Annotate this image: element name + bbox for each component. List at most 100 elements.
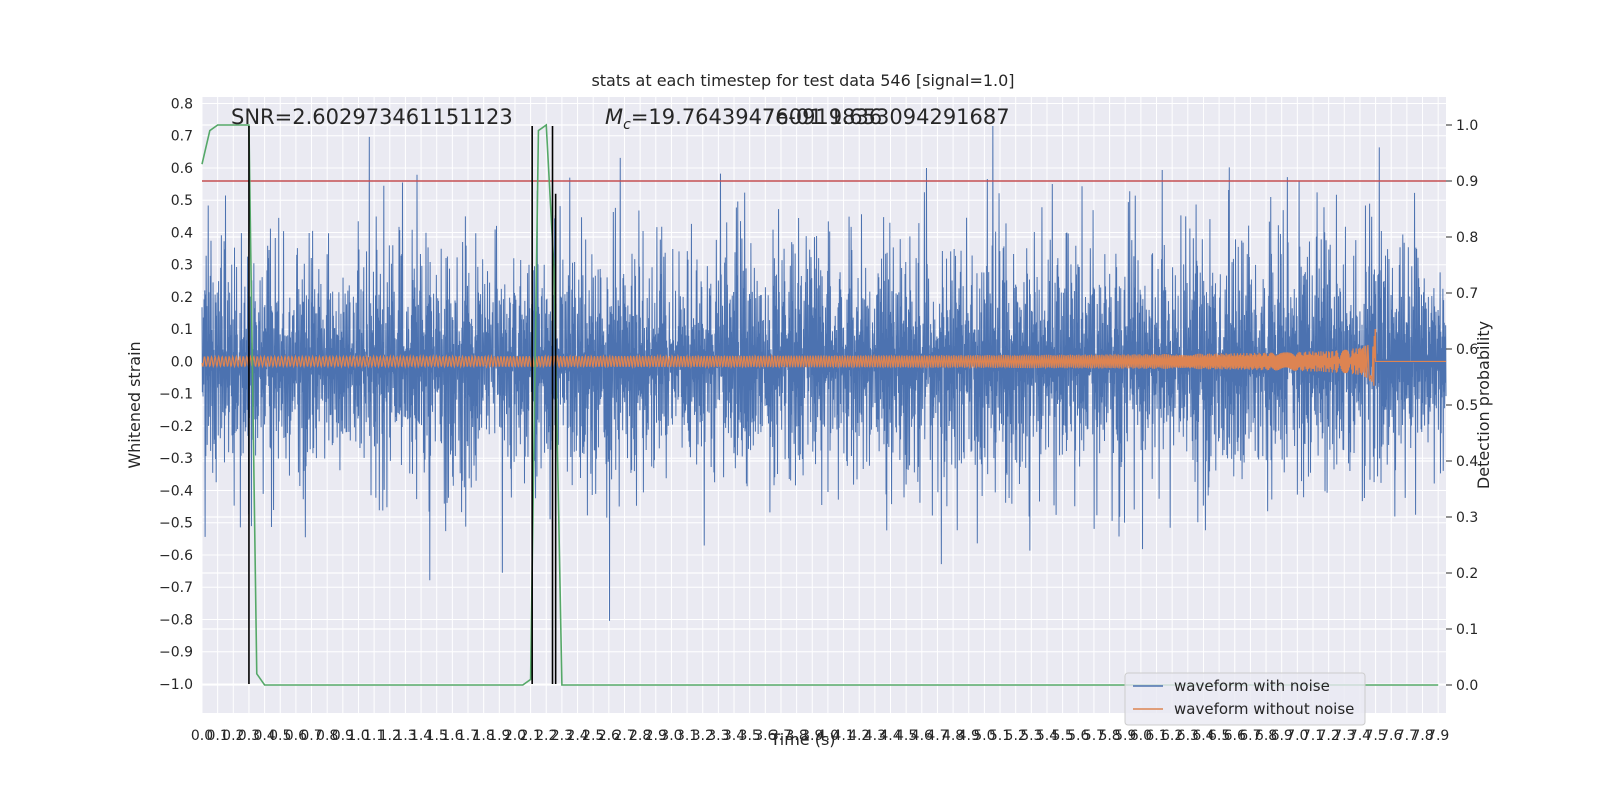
x-tick-label: 3.3 (707, 728, 729, 744)
y-axis-ticks: −1.0 −0.9 −0.8 −0.7 −0.6 −0.5 −0.4 −0.3 −0.2 −0.1… (159, 96, 193, 693)
x-tick-label: 3.9 (801, 728, 823, 744)
y-tick-label: 0.6 (171, 161, 193, 177)
x-tick-label: 7.8 (1411, 728, 1433, 744)
x-tick-label: 3.6 (754, 728, 776, 744)
x-tick-label: 2.7 (613, 728, 635, 744)
annotation-mc-symbol: M (605, 105, 623, 129)
x-tick-label: 4.6 (911, 728, 933, 744)
x-tick-label: 0.8 (316, 728, 338, 744)
x-tick-label: 4.3 (864, 728, 886, 744)
y-tick-label: 0.4 (171, 225, 193, 241)
x-tick-label: 1.7 (457, 728, 479, 744)
y-tick-label: −0.3 (159, 451, 193, 467)
x-tick-label: 0.3 (238, 728, 260, 744)
x-tick-label: 0.7 (300, 728, 322, 744)
x-tick-label: 1.1 (363, 728, 385, 744)
x-tick-label: 3.1 (676, 728, 698, 744)
x-tick-label: 2.6 (598, 728, 620, 744)
x-tick-label: 5.3 (1020, 728, 1042, 744)
y-tick-label: −0.5 (159, 516, 193, 532)
x-tick-label: 4.7 (926, 728, 948, 744)
annotation-chirp-mass: Mc=19.764394760919836 (605, 105, 882, 133)
x-tick-label: 3.5 (739, 728, 761, 744)
x-tick-label: 6.2 (1161, 728, 1183, 744)
x-tick-label: 6.4 (1192, 728, 1214, 744)
x-tick-label: 3.2 (692, 728, 714, 744)
x-tick-label: 1.2 (379, 728, 401, 744)
x-tick-label: 5.2 (1005, 728, 1027, 744)
y-tick-label: −1.0 (159, 677, 193, 693)
y-tick-label: 0.1 (171, 322, 193, 338)
x-tick-label: 1.0 (347, 728, 369, 744)
x-tick-label: 3.4 (723, 728, 745, 744)
x-tick-label: 6.9 (1271, 728, 1293, 744)
y-tick-label: 0.8 (171, 96, 193, 112)
x-axis-ticks: 0.00.10.20.30.40.50.60.70.80.91.01.11.21… (191, 728, 1449, 744)
x-tick-label: 6.1 (1145, 728, 1167, 744)
y2-tick-label: 0.4 (1456, 454, 1478, 470)
x-tick-label: 2.1 (519, 728, 541, 744)
x-tick-label: 6.6 (1224, 728, 1246, 744)
x-tick-label: 5.5 (1051, 728, 1073, 744)
y-tick-label: −0.6 (159, 548, 193, 564)
annotation-overlap: 7e-01 1.653094291687 (762, 105, 1010, 129)
x-tick-label: 1.8 (473, 728, 495, 744)
x-tick-label: 5.4 (1036, 728, 1058, 744)
event-markers (248, 126, 557, 684)
x-tick-label: 4.8 (942, 728, 964, 744)
x-tick-label: 2.8 (629, 728, 651, 744)
x-tick-label: 2.9 (645, 728, 667, 744)
x-tick-label: 7.4 (1349, 728, 1371, 744)
x-tick-label: 1.6 (441, 728, 463, 744)
annotation-mc-sub: c (623, 117, 631, 133)
annotation-snr: SNR=2.602973461151123 (231, 105, 513, 129)
legend-label-waveform-with-noise: waveform with noise (1174, 677, 1330, 695)
y2-tick-label: 0.1 (1456, 622, 1478, 638)
y2-tick-label: 0.3 (1456, 510, 1478, 526)
x-tick-label: 5.0 (973, 728, 995, 744)
x-tick-label: 6.5 (1208, 728, 1230, 744)
x-tick-label: 6.0 (1130, 728, 1152, 744)
x-tick-label: 3.7 (770, 728, 792, 744)
x-tick-label: 4.4 (879, 728, 901, 744)
y2-axis-label: Detection probability (1474, 321, 1493, 489)
x-tick-label: 5.6 (1067, 728, 1089, 744)
y-tick-label: −0.1 (159, 387, 193, 403)
x-tick-label: 2.5 (582, 728, 604, 744)
y2-tick-label: 0.8 (1456, 230, 1478, 246)
y2-tick-label: 0.2 (1456, 566, 1478, 582)
x-tick-label: 3.0 (660, 728, 682, 744)
legend-box (1124, 672, 1366, 726)
plot-content (201, 123, 1447, 686)
legend-label-waveform-without-noise: waveform without noise (1174, 700, 1354, 718)
series-line-waveform-without-noise (201, 328, 1446, 386)
y-tick-label: 0.3 (171, 258, 193, 274)
x-tick-label: 2.2 (535, 728, 557, 744)
x-tick-label: 7.5 (1364, 728, 1386, 744)
x-tick-label: 7.2 (1318, 728, 1340, 744)
x-tick-label: 4.2 (848, 728, 870, 744)
x-tick-label: 7.3 (1333, 728, 1355, 744)
x-tick-label: 2.4 (566, 728, 588, 744)
x-tick-label: 0.1 (207, 728, 229, 744)
y-tick-label: −0.2 (159, 419, 193, 435)
y2-tick-label: 0.7 (1456, 286, 1478, 302)
legend: waveform with noise waveform without noi… (1124, 672, 1366, 726)
y2-tick-label: 0.5 (1456, 398, 1478, 414)
x-tick-label: 5.1 (989, 728, 1011, 744)
x-tick-label: 4.5 (895, 728, 917, 744)
x-tick-label: 1.9 (488, 728, 510, 744)
y-axis-label: Whitened strain (125, 341, 144, 468)
x-tick-label: 2.3 (551, 728, 573, 744)
y-tick-label: −0.8 (159, 612, 193, 628)
x-tick-label: 0.4 (253, 728, 275, 744)
x-tick-label: 0.0 (191, 728, 213, 744)
y-tick-label: 0.7 (171, 129, 193, 145)
x-tick-label: 5.8 (1098, 728, 1120, 744)
y2-axis-ticks: 0.0 0.1 0.2 0.3 0.4 0.5 0.6 0.7 0.8 0.9 1.0 (1446, 118, 1478, 694)
x-tick-label: 7.7 (1396, 728, 1418, 744)
annotation-mc-value: =19.764394760919836 (631, 105, 882, 129)
y-tick-label: −0.9 (159, 645, 193, 661)
y-tick-label: 0.5 (171, 193, 193, 209)
